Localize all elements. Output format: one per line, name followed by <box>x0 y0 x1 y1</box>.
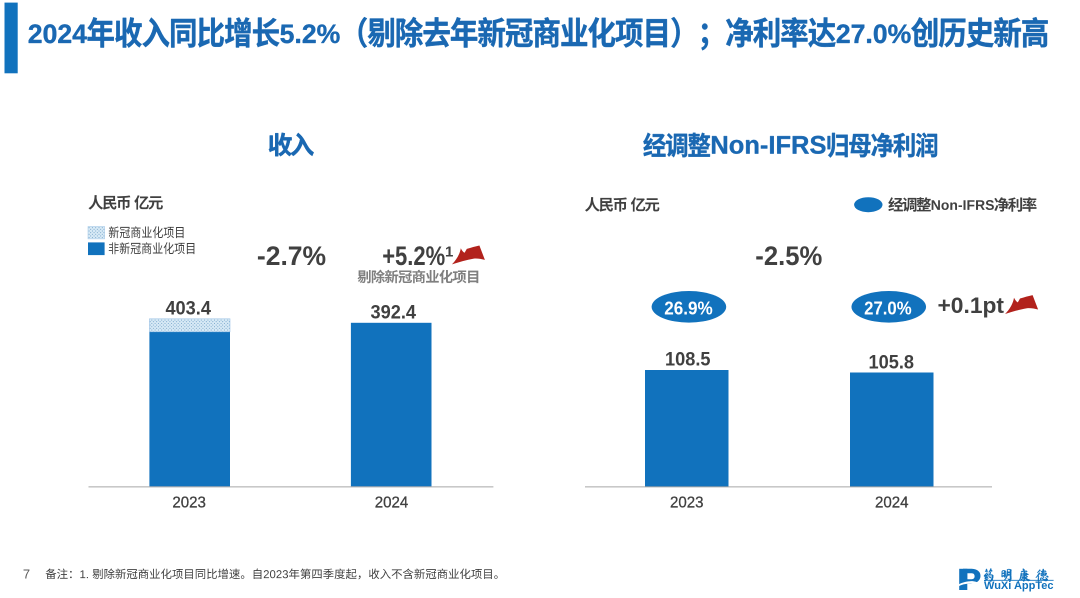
svg-text:2023: 2023 <box>670 495 704 512</box>
svg-text:26.9%: 26.9% <box>664 298 713 318</box>
svg-text:-2.7%: -2.7% <box>257 241 326 271</box>
svg-text:1: 1 <box>445 243 453 260</box>
svg-text:2023: 2023 <box>172 495 206 512</box>
svg-text:2024: 2024 <box>875 495 909 512</box>
svg-text:+5.2%: +5.2% <box>382 241 445 271</box>
svg-text:+0.1pt: +0.1pt <box>938 293 1005 318</box>
svg-text:-2.5%: -2.5% <box>755 241 822 271</box>
svg-text:WuXi AppTec: WuXi AppTec <box>984 580 1054 592</box>
svg-text:105.8: 105.8 <box>869 351 915 373</box>
svg-text:108.5: 108.5 <box>665 348 711 370</box>
svg-text:403.4: 403.4 <box>165 297 211 319</box>
svg-text:27.0%: 27.0% <box>864 298 912 318</box>
svg-text:392.4: 392.4 <box>371 302 417 324</box>
svg-text:7: 7 <box>23 567 30 582</box>
svg-text:2024: 2024 <box>375 495 409 512</box>
